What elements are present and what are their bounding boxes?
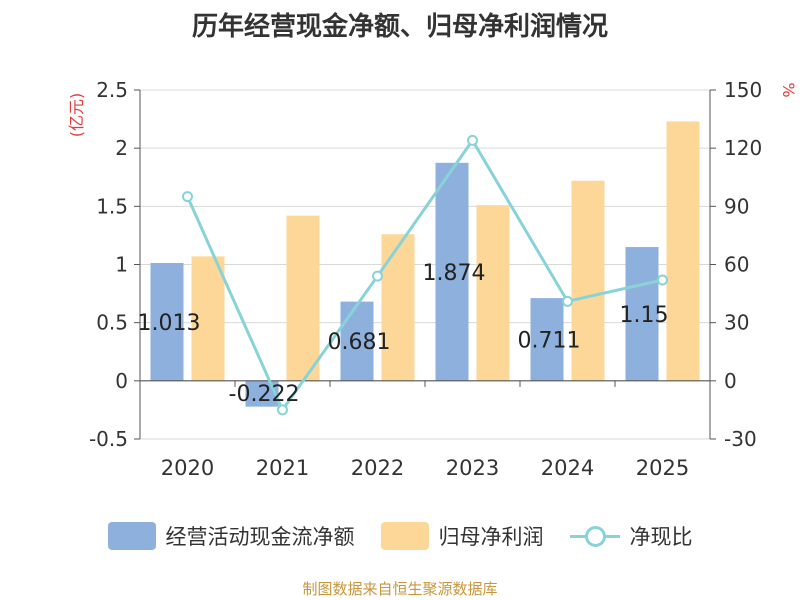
x-tick-label: 2021 bbox=[256, 456, 309, 480]
bar-cash-2023 bbox=[435, 162, 469, 381]
bar-profit-2022 bbox=[381, 234, 415, 381]
y-right-tick-label: 150 bbox=[724, 78, 762, 102]
legend-item-profit[interactable]: 归母净利润 bbox=[380, 521, 544, 551]
legend-item-ratio[interactable]: 净现比 bbox=[569, 521, 693, 551]
ratio-point-2021 bbox=[277, 404, 288, 416]
ratio-point-2020 bbox=[182, 191, 193, 203]
legend-swatch-profit bbox=[380, 522, 429, 550]
legend-item-cash[interactable]: 经营活动现金流净额 bbox=[107, 521, 355, 551]
data-label-cash-2023: 1.874 bbox=[423, 261, 486, 286]
y-left-tick-label: 2 bbox=[115, 136, 128, 160]
x-tick-label: 2024 bbox=[541, 456, 594, 480]
legend: 经营活动现金流净额 归母净利润 净现比 bbox=[0, 516, 800, 556]
bar-cash-2020 bbox=[150, 262, 184, 381]
legend-swatch-ratio bbox=[569, 522, 620, 550]
y-right-tick-label: 120 bbox=[724, 136, 762, 160]
source-note: 制图数据来自恒生聚源数据库 bbox=[302, 580, 498, 598]
y-left-tick-label: 0 bbox=[115, 369, 128, 393]
x-tick-label: 2023 bbox=[446, 456, 499, 480]
y-left-tick-label: 0.5 bbox=[96, 311, 128, 335]
legend-label-cash: 经营活动现金流净额 bbox=[165, 525, 355, 549]
bar-cash-2024 bbox=[530, 298, 564, 381]
bar-profit-2025 bbox=[666, 121, 700, 381]
bar-profit-2020 bbox=[191, 256, 225, 381]
bar-cash-2022 bbox=[340, 301, 374, 381]
ratio-point-2024 bbox=[562, 295, 573, 307]
legend-swatch-cash bbox=[107, 522, 156, 550]
data-label-cash-2022: 0.681 bbox=[328, 330, 391, 355]
data-label-cash-2025: 1.15 bbox=[620, 303, 669, 328]
y-left-tick-label: 1 bbox=[115, 253, 128, 277]
y-left-unit: (亿元) bbox=[67, 93, 86, 138]
ratio-point-2022 bbox=[372, 270, 383, 282]
ratio-point-2023 bbox=[467, 134, 478, 146]
axes: -0.5 0 0.5 1 1.5 2 2.5 -30 0 30 60 90 120 150 (亿元)% 202… bbox=[67, 78, 798, 480]
legend-label-profit: 归母净利润 bbox=[438, 525, 544, 549]
ratio-line-path bbox=[186, 137, 663, 413]
chart-title: 历年经营现金净额、归母净利润情况 bbox=[191, 12, 608, 42]
bars bbox=[150, 121, 700, 407]
y-right-tick-label: -30 bbox=[724, 427, 757, 451]
ratio-line bbox=[182, 134, 668, 416]
y-left-tick-label: 1.5 bbox=[96, 194, 128, 218]
data-label-cash-2020: 1.013 bbox=[138, 311, 201, 336]
x-tick-label: 2025 bbox=[636, 456, 689, 480]
bar-profit-2024 bbox=[571, 180, 605, 381]
y-right-unit: % bbox=[779, 82, 798, 97]
y-left-tick-label: 2.5 bbox=[96, 78, 128, 102]
bar-cash-2025 bbox=[625, 247, 659, 381]
x-tick-label: 2022 bbox=[351, 456, 404, 480]
bar-profit-2021 bbox=[286, 215, 320, 381]
data-label-cash-2021: -0.222 bbox=[229, 382, 300, 407]
legend-label-ratio: 净现比 bbox=[629, 525, 693, 549]
bar-profit-2023 bbox=[476, 205, 510, 381]
y-right-tick-label: 60 bbox=[724, 253, 749, 277]
y-left-tick-label: -0.5 bbox=[89, 427, 128, 451]
y-right-tick-label: 0 bbox=[724, 369, 737, 393]
x-tick-label: 2020 bbox=[161, 456, 214, 480]
y-right-tick-label: 30 bbox=[724, 311, 749, 335]
data-label-cash-2024: 0.711 bbox=[518, 328, 581, 353]
ratio-point-2025 bbox=[657, 274, 668, 286]
data-labels: 1.013 -0.222 0.681 1.874 0.711 1.15 bbox=[138, 261, 669, 407]
y-right-tick-label: 90 bbox=[724, 194, 749, 218]
